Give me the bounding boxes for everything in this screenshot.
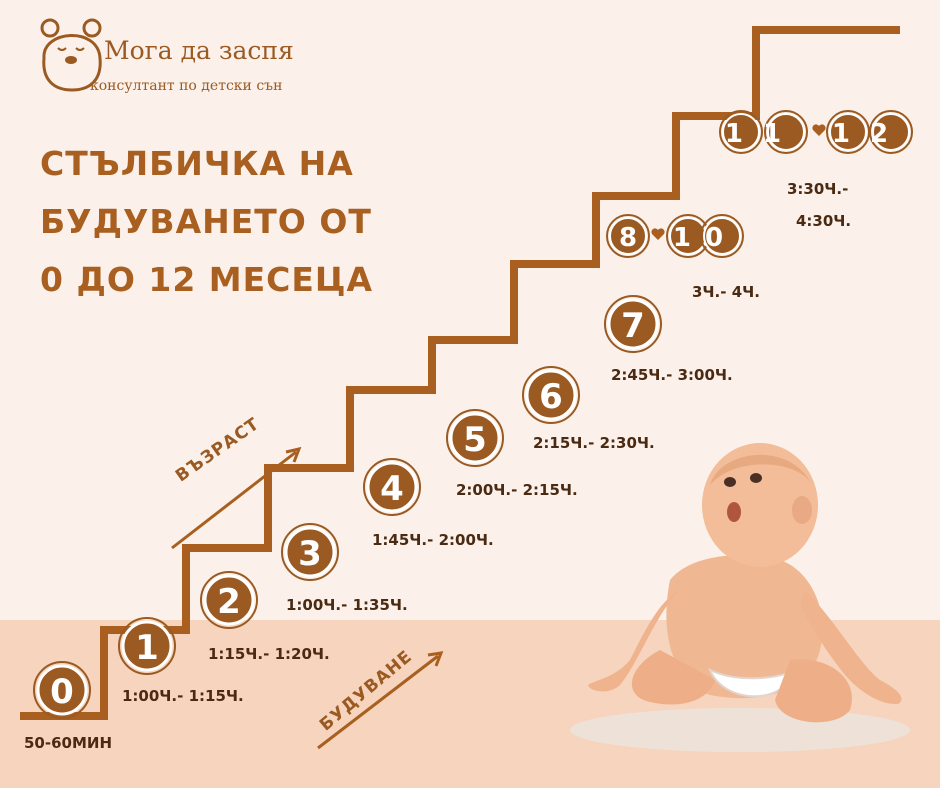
badge-label: 4 [380, 469, 404, 509]
age-badge-5: 5 [446, 409, 504, 467]
wake-window-1: 1:00Ч.- 1:15Ч. [122, 687, 244, 705]
wake-window-6: 2:15Ч.- 2:30Ч. [533, 434, 655, 452]
wake-window-0: 50-60МИН [24, 734, 113, 752]
heart-icon [651, 228, 665, 240]
age-badge-1: 1 [118, 617, 176, 675]
age-badge-7: 7 [604, 295, 662, 353]
wake-window-8-10: 3Ч.- 4Ч. [692, 283, 760, 301]
wake-window-2: 1:15Ч.- 1:20Ч. [208, 645, 330, 663]
badge-label: 5 [463, 420, 487, 460]
bear-head-icon [42, 34, 102, 92]
title-line-1: СТЪЛБИЧКА НА [40, 144, 354, 183]
age-badge-6: 6 [522, 366, 580, 424]
bear-ear-left-icon [40, 18, 60, 38]
title-line-3: 0 ДО 12 МЕСЕЦА [40, 260, 374, 299]
badge-label: 12 [832, 119, 908, 149]
age-badge-3: 3 [281, 523, 339, 581]
badge-label: 1 [135, 628, 159, 668]
wake-window-3: 1:00Ч.- 1:35Ч. [286, 596, 408, 614]
title-line-2: БУДУВАНЕТО ОТ [40, 202, 372, 241]
wake-window-11-12-line2: 4:30Ч. [796, 212, 852, 230]
age-badge-8-10: 8 10 [606, 214, 744, 258]
badge-label: 0 [50, 672, 74, 712]
badge-label: 2 [217, 582, 241, 622]
page-title: СТЪЛБИЧКА НА БУДУВАНЕТО ОТ 0 ДО 12 МЕСЕЦ… [40, 135, 374, 309]
brand-logo [40, 18, 102, 92]
age-arrow-icon [171, 446, 302, 550]
brand-tagline: консултант по детски сън [90, 78, 283, 94]
age-badge-2: 2 [200, 571, 258, 629]
badge-label: 3 [298, 534, 322, 574]
brand-name: Мога да заспя [104, 36, 294, 65]
age-badge-11-12: 11 12 [719, 110, 913, 154]
baby-photo [570, 443, 910, 752]
staircase-line [20, 26, 900, 720]
heart-icon [812, 124, 826, 136]
bear-ear-right-icon [82, 18, 102, 38]
wake-window-11-12-line1: 3:30Ч.- [787, 180, 849, 198]
wake-arrow-icon [317, 651, 444, 750]
age-badge-0: 0 [33, 661, 91, 719]
badge-label: 11 [725, 119, 801, 149]
badge-label: 10 [673, 223, 737, 253]
wake-window-7: 2:45Ч.- 3:00Ч. [611, 366, 733, 384]
wake-window-4: 1:45Ч.- 2:00Ч. [372, 531, 494, 549]
badge-label: 8 [619, 223, 637, 253]
badge-label: 6 [539, 377, 563, 417]
badge-label: 7 [621, 306, 645, 346]
age-badge-4: 4 [363, 458, 421, 516]
wake-window-5: 2:00Ч.- 2:15Ч. [456, 481, 578, 499]
